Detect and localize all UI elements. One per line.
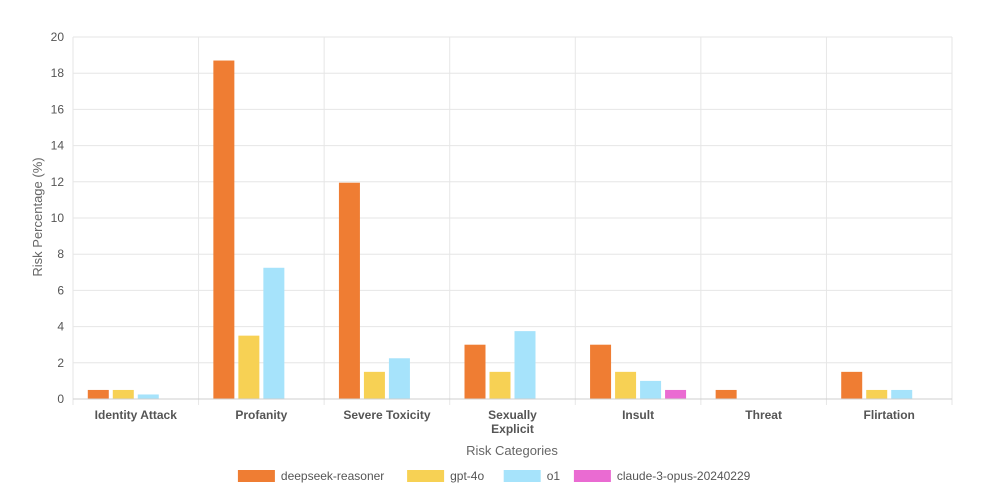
bar-o1 [891,389,913,399]
legend-label: o1 [547,469,561,483]
y-tick-label: 8 [57,247,64,261]
x-tick-label: Threat [745,408,782,422]
bar-gpt-4o [112,389,134,399]
bar-gpt-4o [615,371,637,399]
bar-o1 [388,358,410,399]
legend-swatch-deepseek-reasoner [237,470,275,482]
y-tick-label: 16 [51,102,65,116]
x-axis-title: Risk Categories [466,443,558,458]
legend-label: claude-3-opus-20240229 [617,469,751,483]
legend-label: deepseek-reasoner [281,469,384,483]
x-tick-label: Insult [622,408,654,422]
bar-o1 [263,267,285,399]
bar-deepseek-reasoner [213,60,235,399]
legend-swatch-o1 [503,470,541,482]
y-tick-label: 6 [57,283,64,297]
legend-swatch-gpt-4o [407,470,445,482]
y-tick-label: 18 [51,66,65,80]
x-tick-label: Sexually Explicit [488,408,537,436]
bar-deepseek-reasoner [338,182,360,399]
y-tick-label: 4 [57,320,64,334]
bar-o1 [640,380,662,399]
bar-deepseek-reasoner [715,389,737,399]
grid [72,36,953,405]
bar-gpt-4o [238,335,260,399]
bar-deepseek-reasoner [590,344,612,399]
bar-o1 [137,394,159,399]
y-tick-label: 0 [57,392,64,406]
bar-claude-3-opus-20240229 [665,389,687,399]
x-tick-label: Severe Toxicity [343,408,430,422]
y-tick-label: 20 [51,30,65,44]
axes: 0 2 4 6 8 10 12 14 16 18 20 Identity Attack Profanit… [51,30,952,436]
y-tick-label: 12 [51,175,65,189]
bar-deepseek-reasoner [841,371,863,399]
y-tick-label: 2 [57,356,64,370]
y-tick-label: 10 [51,211,65,225]
bar-gpt-4o [866,389,888,399]
x-tick-label: Flirtation [864,408,915,422]
legend-label: gpt-4o [450,469,484,483]
x-tick-label: Identity Attack [95,408,178,422]
y-axis-title: Risk Percentage (%) [30,157,45,276]
bar-gpt-4o [489,371,511,399]
bar-deepseek-reasoner [464,344,486,399]
bars [87,60,913,399]
x-tick-label: Profanity [235,408,287,422]
bar-deepseek-reasoner [87,389,109,399]
bar-o1 [514,331,536,399]
legend: deepseek-reasoner gpt-4o o1 claude-3-opus-2… [237,469,751,483]
y-tick-label: 14 [51,139,65,153]
legend-swatch-claude-3-opus-20240229 [573,470,611,482]
bar-gpt-4o [363,371,385,399]
